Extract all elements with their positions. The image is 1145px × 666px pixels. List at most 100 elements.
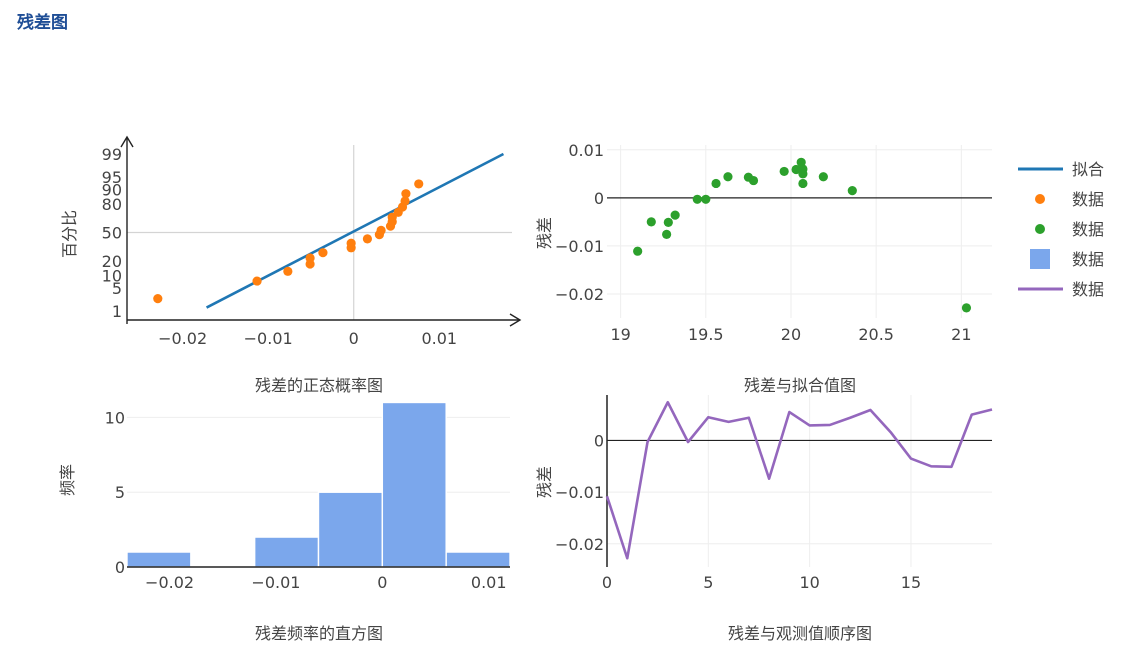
data-point [633, 246, 643, 256]
legend-item[interactable]: 数据 [1035, 220, 1104, 239]
x-tick-label: 20.5 [858, 325, 894, 344]
x-tick-label: 15 [901, 573, 921, 592]
x-tick-label: 0 [349, 329, 359, 348]
legend-item[interactable]: 拟合 [1018, 160, 1104, 179]
histogram-bar [445, 551, 511, 568]
data-point [318, 248, 328, 258]
data-point [711, 178, 721, 189]
panel-residuals-vs-fitted: 19 19.5 20 20.5 21 0.01 0 −0.01 −0.02 残差 残差与拟合值… [535, 141, 992, 395]
y-tick-label: 50 [102, 224, 122, 243]
data-point [748, 175, 759, 186]
data-point [400, 196, 410, 206]
data-point [692, 194, 702, 204]
y-tick-label: 99 [102, 145, 122, 164]
x-tick-label: 0 [377, 573, 387, 592]
data-point [646, 217, 656, 227]
data-point [798, 178, 808, 189]
legend-bar-swatch [1030, 249, 1050, 269]
legend-label: 数据 [1072, 280, 1104, 299]
data-point [779, 166, 789, 177]
data-point [662, 229, 672, 239]
y-tick-label: −0.01 [555, 237, 604, 256]
legend-item[interactable]: 数据 [1030, 249, 1104, 269]
residual-series-line [605, 400, 993, 560]
chart-title: 残差与观测值顺序图 [728, 624, 872, 643]
legend-label: 数据 [1072, 220, 1104, 239]
x-tick-label: −0.01 [244, 329, 293, 348]
y-axis-title: 百分比 [60, 210, 79, 258]
chart-title: 残差与拟合值图 [744, 376, 856, 395]
data-point [252, 276, 262, 286]
y-tick-label: 80 [102, 195, 122, 214]
panel-residuals-vs-order: 0 5 10 15 0 −0.01 −0.02 残差 残差与观测值顺序图 [535, 395, 993, 643]
y-axis-title: 残差 [535, 217, 554, 249]
data-point [376, 225, 386, 235]
legend-label: 数据 [1072, 250, 1104, 269]
data-point [283, 266, 293, 276]
data-point [663, 217, 673, 227]
panel-histogram: −0.02 −0.01 0 0.01 0 5 10 频率 残差频率的直方图 [58, 401, 511, 643]
x-tick-label: −0.02 [158, 329, 207, 348]
data-point [305, 253, 315, 263]
histogram-bar [381, 401, 447, 568]
y-tick-label: 20 [102, 252, 122, 271]
data-point [961, 303, 972, 313]
x-tick-label: 5 [703, 573, 713, 592]
x-tick-label: 10 [799, 573, 819, 592]
y-tick-label: 5 [115, 483, 125, 502]
chart-title: 残差频率的直方图 [255, 624, 383, 643]
legend-item[interactable]: 数据 [1035, 190, 1104, 209]
y-tick-label: 10 [102, 267, 122, 286]
histogram-bar [126, 551, 192, 568]
data-point [153, 294, 163, 304]
x-tick-label: 0 [602, 573, 612, 592]
data-point [723, 172, 733, 182]
legend-marker-swatch [1035, 194, 1045, 204]
data-point [701, 194, 711, 204]
x-tick-label: 19.5 [688, 325, 724, 344]
y-tick-label: 5 [112, 279, 122, 298]
data-point [798, 169, 808, 179]
data-point [362, 234, 373, 244]
x-tick-label: −0.02 [145, 573, 194, 592]
fit-line [205, 152, 505, 309]
histogram-bar [253, 536, 320, 568]
y-tick-label: −0.02 [555, 285, 604, 304]
y-tick-label: 90 [102, 180, 122, 199]
y-tick-label: 0.01 [568, 141, 604, 160]
x-tick-label: 0.01 [471, 573, 507, 592]
data-point [791, 164, 801, 175]
x-tick-label: −0.01 [251, 573, 300, 592]
y-axis-title: 残差 [535, 466, 554, 498]
x-tick-label: 0.01 [421, 329, 457, 348]
legend-label: 拟合 [1072, 160, 1104, 179]
y-tick-label: 10 [105, 408, 125, 427]
data-point [670, 210, 680, 220]
y-tick-label: −0.02 [555, 535, 604, 554]
y-tick-label: 0 [594, 431, 604, 450]
x-tick-label: 21 [951, 325, 971, 344]
data-point [414, 179, 424, 189]
legend-item[interactable]: 数据 [1018, 280, 1104, 299]
y-tick-label: 0 [594, 189, 604, 208]
data-point [847, 186, 857, 196]
chart-title: 残差的正态概率图 [255, 376, 383, 395]
legend-label: 数据 [1072, 190, 1104, 209]
y-tick-label: 1 [112, 302, 122, 321]
data-point [818, 172, 828, 182]
y-tick-label: 0 [115, 558, 125, 577]
page-title: 残差图 [17, 13, 68, 33]
y-tick-label: 95 [102, 168, 122, 187]
data-point [346, 238, 356, 248]
histogram-bar [317, 491, 384, 568]
x-tick-label: 20 [781, 325, 801, 344]
legend-marker-swatch [1035, 224, 1045, 234]
axes [120, 135, 522, 327]
y-axis-title: 频率 [58, 464, 77, 496]
x-tick-label: 19 [610, 325, 630, 344]
y-tick-label: −0.01 [555, 483, 604, 502]
data-point [401, 189, 411, 199]
